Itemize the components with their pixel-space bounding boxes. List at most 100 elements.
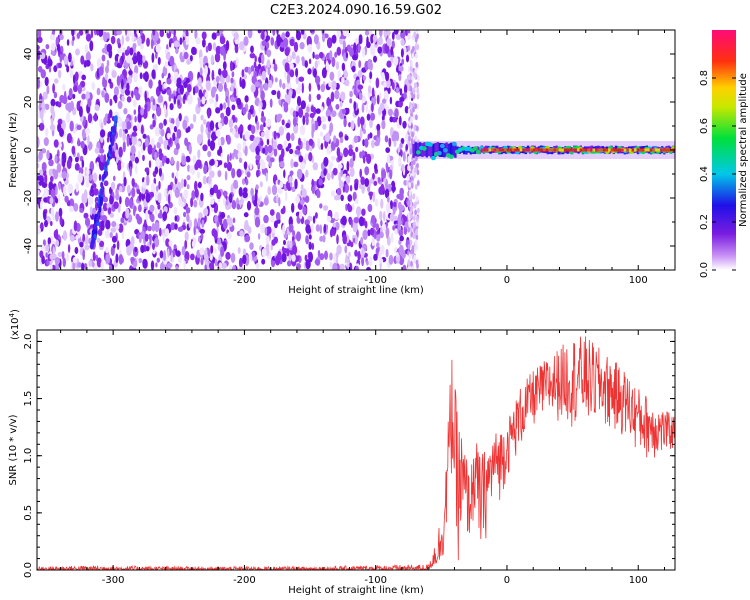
noise-speckle xyxy=(286,248,290,257)
noise-speckle xyxy=(242,248,247,256)
noise-speckle xyxy=(175,250,181,257)
noise-speckle xyxy=(414,239,418,246)
noise-speckle xyxy=(265,129,270,141)
noise-speckle xyxy=(332,222,337,228)
noise-speckle xyxy=(80,140,85,149)
noise-speckle xyxy=(305,169,309,178)
noise-speckle xyxy=(412,170,415,177)
noise-speckle xyxy=(385,71,390,82)
signal-band xyxy=(465,147,468,155)
noise-speckle xyxy=(300,30,305,35)
noise-speckle xyxy=(99,161,105,171)
noise-speckle xyxy=(83,193,88,204)
noise-speckle xyxy=(200,257,204,266)
noise-speckle xyxy=(344,183,350,193)
noise-speckle xyxy=(250,45,254,53)
noise-speckle xyxy=(70,100,74,111)
signal-band xyxy=(416,142,420,157)
noise-speckle xyxy=(80,55,85,65)
streak-point xyxy=(98,206,102,213)
noise-speckle xyxy=(260,140,264,146)
signal-peak xyxy=(491,148,494,152)
noise-speckle xyxy=(354,37,359,46)
noise-speckle xyxy=(410,260,413,267)
signal-peak xyxy=(582,148,585,152)
noise-speckle xyxy=(389,169,393,180)
signal-peak xyxy=(584,148,588,152)
noise-speckle xyxy=(361,103,365,113)
noise-speckle xyxy=(409,65,413,72)
noise-speckle xyxy=(307,68,312,75)
noise-speckle xyxy=(189,123,194,129)
noise-speckle xyxy=(296,168,303,180)
noise-speckle xyxy=(266,138,270,146)
noise-speckle xyxy=(69,205,74,213)
noise-speckle xyxy=(73,85,78,93)
noise-speckle xyxy=(335,103,340,110)
noise-speckle xyxy=(199,56,204,68)
noise-speckle xyxy=(121,35,125,46)
noise-speckle xyxy=(144,103,148,110)
noise-speckle xyxy=(259,124,264,132)
noise-speckle xyxy=(314,258,321,266)
noise-speckle xyxy=(403,179,408,186)
noise-speckle xyxy=(398,244,404,256)
noise-speckle xyxy=(155,44,161,53)
noise-speckle xyxy=(314,212,318,219)
noise-speckle xyxy=(75,182,79,193)
noise-speckle xyxy=(357,250,361,261)
noise-speckle xyxy=(371,141,374,148)
noise-speckle xyxy=(393,201,397,208)
noise-speckle xyxy=(182,119,188,130)
noise-speckle xyxy=(293,41,299,53)
noise-speckle xyxy=(215,75,220,84)
noise-speckle xyxy=(255,154,261,161)
noise-speckle xyxy=(288,223,294,233)
signal-peak xyxy=(613,148,616,152)
noise-speckle xyxy=(348,251,351,258)
noise-speckle xyxy=(78,167,84,175)
noise-speckle xyxy=(266,226,272,235)
noise-speckle xyxy=(96,58,102,69)
noise-speckle xyxy=(273,147,278,157)
noise-speckle xyxy=(379,210,383,221)
noise-speckle xyxy=(130,154,136,162)
noise-speckle xyxy=(51,110,56,120)
noise-speckle xyxy=(218,262,223,269)
noise-speckle xyxy=(231,168,236,179)
noise-speckle xyxy=(132,99,137,107)
noise-speckle xyxy=(385,221,389,227)
noise-speckle xyxy=(186,207,191,214)
noise-speckle xyxy=(98,30,104,37)
noise-speckle xyxy=(50,175,54,183)
noise-speckle xyxy=(271,89,277,96)
noise-speckle xyxy=(273,63,278,72)
noise-speckle xyxy=(217,149,221,156)
noise-speckle xyxy=(126,96,132,103)
signal-peak xyxy=(485,148,489,152)
noise-speckle xyxy=(167,248,170,258)
noise-speckle xyxy=(121,78,124,90)
x-tick-label: -100 xyxy=(364,275,387,286)
noise-speckle xyxy=(283,37,289,48)
noise-speckle xyxy=(139,54,143,66)
noise-speckle xyxy=(387,154,390,163)
noise-speckle xyxy=(230,77,234,84)
noise-speckle xyxy=(415,136,418,143)
noise-speckle xyxy=(106,43,113,53)
noise-speckle xyxy=(78,106,83,118)
noise-speckle xyxy=(281,252,287,263)
noise-speckle xyxy=(65,112,71,123)
noise-speckle xyxy=(408,74,411,81)
noise-speckle xyxy=(200,123,204,135)
noise-speckle xyxy=(111,235,117,243)
noise-speckle xyxy=(130,256,135,263)
noise-speckle xyxy=(200,192,204,202)
signal-peak xyxy=(636,148,640,152)
noise-speckle xyxy=(156,106,162,117)
noise-speckle xyxy=(218,122,223,130)
noise-speckle xyxy=(238,157,243,163)
noise-speckle xyxy=(71,30,75,37)
noise-speckle xyxy=(181,178,184,187)
noise-speckle xyxy=(216,221,220,228)
